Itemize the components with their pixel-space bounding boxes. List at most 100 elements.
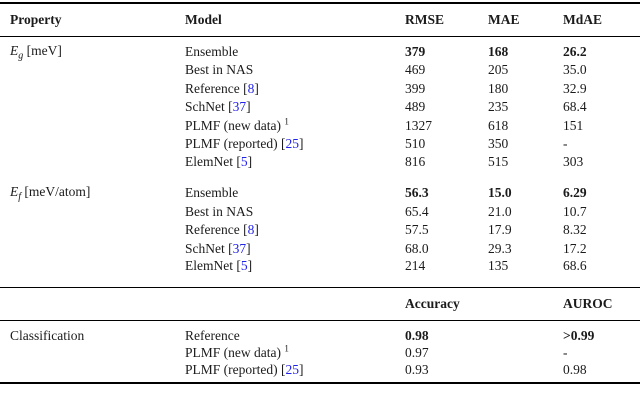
table-header: Property Model RMSE MAE MdAE <box>0 3 640 37</box>
citation-number[interactable]: 5 <box>240 153 248 169</box>
footnote-marker: 1 <box>284 343 289 354</box>
model-name: Reference <box>185 222 240 238</box>
model-name: Best in NAS <box>185 203 254 219</box>
citation-link[interactable]: [5] <box>232 257 253 273</box>
value-cell: 0.98 <box>405 327 429 343</box>
property-cell: Ef [meV/atom] <box>0 178 185 203</box>
property-cell <box>0 154 185 178</box>
value-cell: 10.7 <box>563 203 587 219</box>
value-cell: 21.0 <box>488 203 512 219</box>
value-cell: 151 <box>563 117 584 133</box>
citation-number[interactable]: 25 <box>285 362 299 378</box>
model-name: PLMF (reported) <box>185 136 278 152</box>
value-cell: 1327 <box>405 117 432 133</box>
value-cell: 618 <box>488 117 509 133</box>
model-name: Ensemble <box>185 185 239 201</box>
property-unit: [meV] <box>23 42 62 58</box>
citation-number[interactable]: 5 <box>240 257 248 273</box>
value-cell: 350 <box>488 136 509 152</box>
citation-number[interactable]: 8 <box>247 222 255 238</box>
table-row: Best in NAS 469 205 35.0 <box>0 61 640 80</box>
model-cell: PLMF (reported) [25] <box>185 362 405 383</box>
model-name: ElemNet <box>185 257 233 273</box>
table-row: PLMF (reported) [25] 0.93 0.98 <box>0 362 640 383</box>
property-unit: [meV/atom] <box>21 183 91 199</box>
value-cell: 0.97 <box>405 345 429 361</box>
section-bandgap: Eg [meV] Ensemble 379 168 26.2 Best in NAS 469… <box>0 36 640 178</box>
property-cell <box>0 344 185 363</box>
value-cell: 29.3 <box>488 240 512 256</box>
subheader-property-cell <box>0 286 185 321</box>
value-cell: 399 <box>405 80 426 96</box>
column-header-auroc: AUROC <box>563 286 640 321</box>
model-name: Reference <box>185 80 240 96</box>
table-row: PLMF (new data) 1 0.97- <box>0 344 640 363</box>
value-cell: 235 <box>488 99 509 115</box>
citation-link[interactable]: [37] <box>224 240 251 256</box>
property-cell <box>0 258 185 288</box>
subheader-model-cell <box>185 286 405 321</box>
model-cell: Ensemble <box>185 178 405 203</box>
model-cell: PLMF (new data) 1 <box>185 344 405 363</box>
property-cell <box>0 135 185 154</box>
property-cell: Eg [meV] <box>0 36 185 62</box>
property-cell <box>0 61 185 80</box>
property-symbol: E <box>10 183 19 199</box>
model-name: SchNet <box>185 240 225 256</box>
model-name: PLMF (new data) <box>185 117 281 133</box>
value-cell: 816 <box>405 153 426 169</box>
table-row: Ef [meV/atom] Ensemble 56.3 15.0 6.29 <box>0 178 640 203</box>
column-header-accuracy: Accuracy <box>405 286 488 321</box>
model-name: ElemNet <box>185 153 233 169</box>
column-header-model: Model <box>185 3 405 37</box>
value-cell: 135 <box>488 257 509 273</box>
header-row: Property Model RMSE MAE MdAE <box>0 3 640 37</box>
property-label: Classification <box>10 327 85 343</box>
citation-link[interactable]: [8] <box>239 80 259 96</box>
citation-link[interactable]: [25] <box>277 136 304 152</box>
model-cell: ElemNet [5] <box>185 154 405 178</box>
table-row: SchNet [37] 68.0 29.3 17.2 <box>0 239 640 258</box>
model-name: Reference <box>185 327 240 343</box>
value-cell: 0.98 <box>563 362 587 378</box>
value-cell: 515 <box>488 153 509 169</box>
citation-link[interactable]: [25] <box>277 362 304 378</box>
column-header-property: Property <box>0 3 185 37</box>
citation-number[interactable]: 8 <box>247 80 255 96</box>
results-table: Property Model RMSE MAE MdAE Eg [meV] Ens… <box>0 2 640 385</box>
model-name: Best in NAS <box>185 62 254 78</box>
table-row: Reference [8] 57.5 17.9 8.32 <box>0 221 640 240</box>
model-cell: ElemNet [5] <box>185 258 405 288</box>
value-cell: 35.0 <box>563 62 587 78</box>
value-cell: 17.2 <box>563 240 587 256</box>
value-cell: 214 <box>405 257 426 273</box>
property-cell: Classification <box>0 320 185 344</box>
model-cell: SchNet [37] <box>185 98 405 117</box>
model-cell: SchNet [37] <box>185 239 405 258</box>
value-cell: 26.2 <box>563 43 587 59</box>
property-subscript: f <box>18 191 22 203</box>
citation-number[interactable]: 25 <box>285 136 299 152</box>
citation-link[interactable]: [8] <box>239 222 259 238</box>
property-cell <box>0 202 185 221</box>
value-cell: 8.32 <box>563 222 587 238</box>
section-formation-energy: Ef [meV/atom] Ensemble 56.3 15.0 6.29 Best in… <box>0 178 640 288</box>
citation-number[interactable]: 37 <box>232 99 247 115</box>
model-cell: PLMF (reported) [25] <box>185 135 405 154</box>
table-row: Classification Reference 0.98 >0.99 <box>0 320 640 344</box>
value-cell <box>488 362 563 383</box>
value-cell: 0.93 <box>405 362 429 378</box>
citation-number[interactable]: 37 <box>232 240 247 256</box>
table-row: Reference [8] 399 180 32.9 <box>0 80 640 99</box>
citation-link[interactable]: [5] <box>232 153 253 169</box>
section-classification: Classification Reference 0.98 >0.99 PLMF (ne… <box>0 320 640 383</box>
property-cell <box>0 221 185 240</box>
value-cell: 68.6 <box>563 257 587 273</box>
model-cell: Best in NAS <box>185 61 405 80</box>
subheader-empty-cell <box>488 286 563 321</box>
value-cell: 489 <box>405 99 426 115</box>
citation-link[interactable]: [37] <box>224 99 251 115</box>
model-name: SchNet <box>185 99 225 115</box>
table-row: Best in NAS 65.4 21.0 10.7 <box>0 202 640 221</box>
value-cell: 469 <box>405 62 426 78</box>
